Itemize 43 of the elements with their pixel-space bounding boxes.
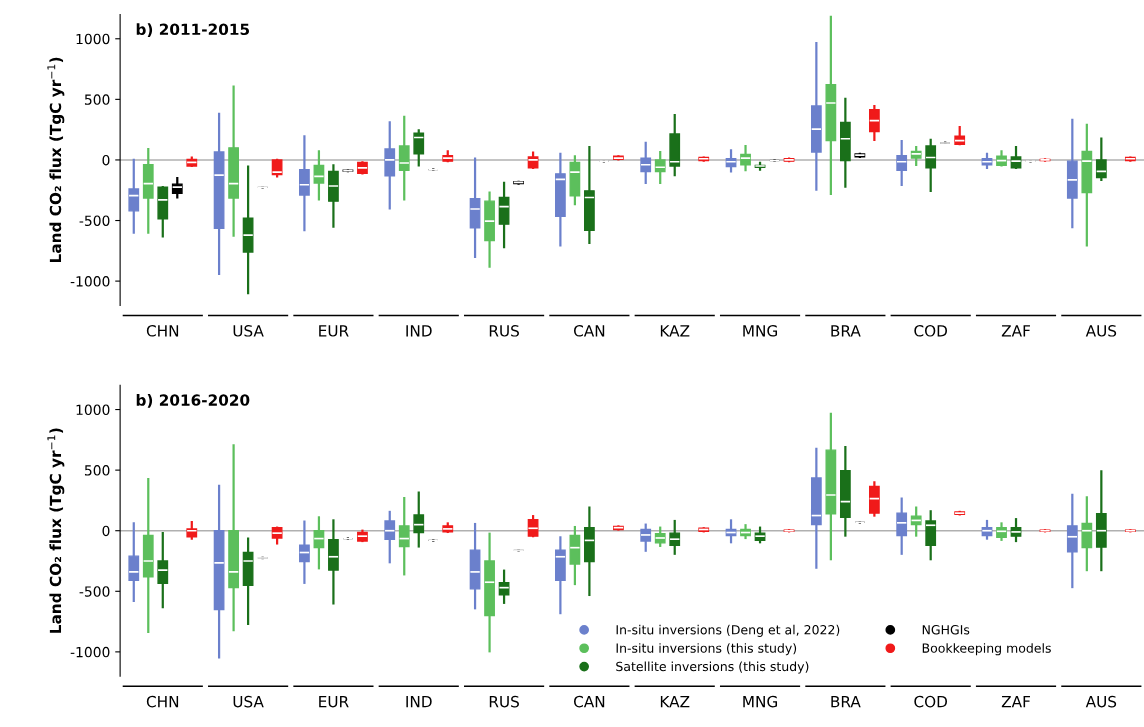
- x-tick-label: MNG: [743, 695, 778, 708]
- x-tick-label: ZAF: [1001, 696, 1030, 708]
- x-tick-label: RUS: [489, 695, 519, 708]
- x-tick-label: EUR: [319, 696, 349, 708]
- y-tick-label: 0: [102, 154, 110, 166]
- text: b) 2011-2015: [136, 23, 250, 37]
- y-tick-label: 500: [84, 465, 110, 476]
- y-axis-title: Land CO₂ flux (TgC yr$^{−1}$): [47, 57, 65, 263]
- x-tick-label: KAZ: [660, 325, 690, 337]
- x-tick-label: IND: [406, 325, 432, 337]
- x-tick-label: RUS: [489, 325, 519, 337]
- x-tick-label: AUS: [1085, 695, 1117, 708]
- y-tick-label: -1000: [70, 276, 110, 287]
- y-tick-label: 1000: [76, 33, 110, 45]
- x-tick-label: CHN: [146, 695, 179, 708]
- x-tick-label: CAN: [573, 695, 605, 708]
- legend-label: In-situ inversions (this study): [616, 643, 797, 656]
- legend-label: In-situ inversions (Deng et al, 2022): [616, 624, 840, 637]
- y-tick-label: -500: [79, 586, 110, 597]
- x-tick-label: CHN: [146, 325, 179, 337]
- x-tick-label: MNG: [743, 325, 778, 337]
- y-axis-title: Land CO₂ flux (TgC yr$^{−1}$): [47, 428, 65, 633]
- x-tick-label: BRA: [831, 325, 861, 337]
- y-tick-label: -1000: [70, 646, 110, 658]
- legend-label: Bookkeeping models: [922, 643, 1051, 656]
- legend-label: Satellite inversions (this study): [616, 661, 809, 674]
- x-tick-label: COD: [914, 695, 948, 708]
- x-tick-label: ZAF: [1001, 325, 1030, 337]
- text: b) 2016-2020: [136, 394, 250, 408]
- x-tick-label: BRA: [831, 696, 861, 708]
- legend-label: NGHGIs: [922, 625, 970, 635]
- y-tick-label: 1000: [76, 404, 110, 416]
- y-tick-label: 500: [84, 94, 110, 105]
- x-tick-label: USA: [233, 325, 264, 337]
- y-tick-label: -500: [79, 215, 110, 226]
- x-tick-label: AUS: [1085, 325, 1117, 337]
- x-tick-label: KAZ: [660, 696, 690, 708]
- x-tick-label: EUR: [319, 325, 349, 337]
- y-tick-label: 0: [102, 525, 110, 537]
- x-tick-label: CAN: [573, 325, 605, 337]
- x-tick-label: COD: [914, 325, 948, 337]
- x-tick-label: IND: [406, 696, 432, 708]
- x-tick-label: USA: [233, 695, 264, 708]
